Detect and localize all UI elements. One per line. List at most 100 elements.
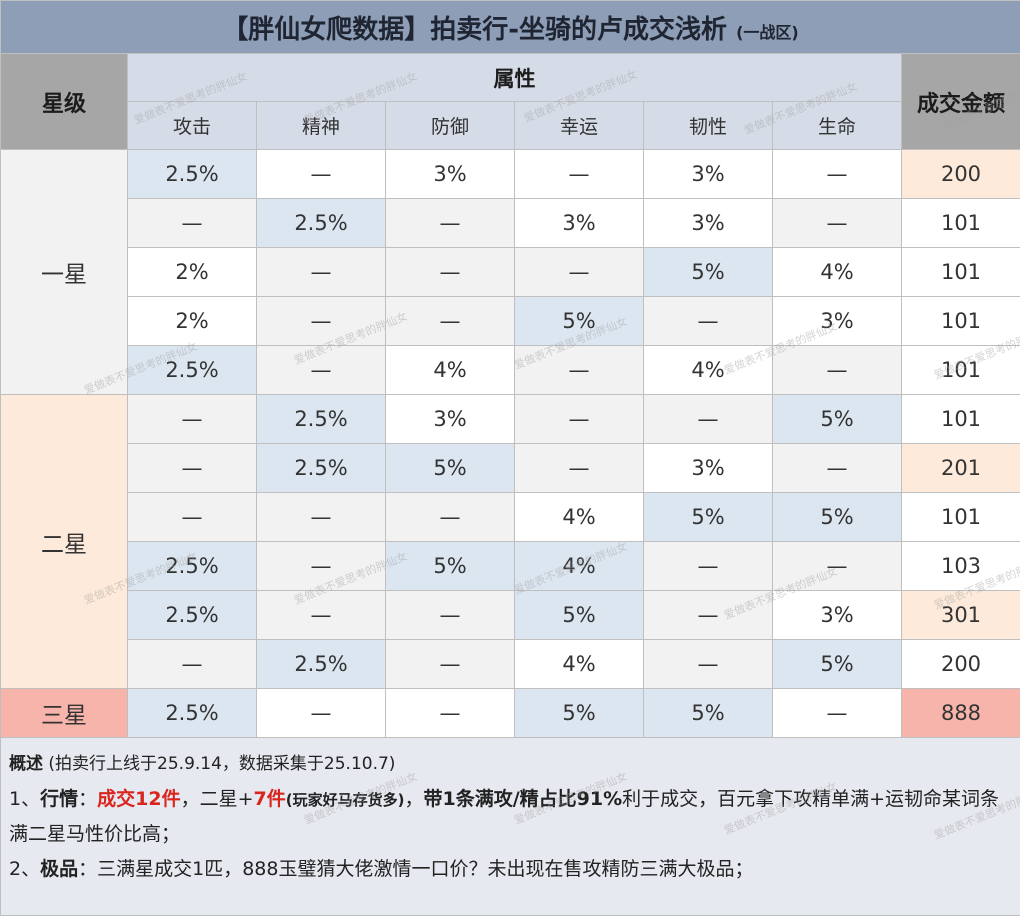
cell-luck: 4% [515,493,644,542]
line1-highlight: 带1条满攻/精占比91% [423,788,622,810]
cell-spirit: — [257,150,386,199]
header-col-luck: 幸运 [515,102,644,150]
cell-defense: 3% [386,150,515,199]
cell-defense: 3% [386,395,515,444]
line1-label: 行情 [40,788,78,810]
cell-life: — [773,542,902,591]
cell-amount: 101 [902,395,1020,444]
summary-heading: 概述 [9,754,43,774]
cell-defense: — [386,591,515,640]
cell-attack: — [128,199,257,248]
cell-amount: 888 [902,689,1020,738]
header-col-toughness: 韧性 [644,102,773,150]
header-attributes: 属性 [128,54,902,102]
cell-attack: — [128,640,257,689]
cell-luck: 4% [515,542,644,591]
table-row: —2.5%—4%—5%200 [1,640,1020,689]
cell-attack: 2.5% [128,689,257,738]
title-main: 【胖仙女爬数据】拍卖行-坐骑的卢成交浅析 [222,15,727,45]
cell-spirit: — [257,591,386,640]
cell-toughness: — [644,297,773,346]
line1-sep: ， [404,788,423,810]
star-label: 一星 [1,150,128,395]
cell-toughness: 5% [644,493,773,542]
cell-defense: — [386,199,515,248]
table-row: 2%———5%4%101 [1,248,1020,297]
cell-amount: 301 [902,591,1020,640]
cell-attack: 2.5% [128,150,257,199]
summary-heading-line: 概述 (拍卖行上线于25.9.14，数据采集于25.10.7) [9,746,1012,782]
line2-label: 极品 [40,858,78,880]
cell-attack: 2.5% [128,542,257,591]
table-title: 【胖仙女爬数据】拍卖行-坐骑的卢成交浅析 (一战区) [1,1,1020,54]
cell-life: 3% [773,297,902,346]
cell-attack: 2% [128,297,257,346]
cell-spirit: 2.5% [257,444,386,493]
header-col-attack: 攻击 [128,102,257,150]
cell-amount: 200 [902,150,1020,199]
cell-toughness: 5% [644,248,773,297]
table-row: 二星—2.5%3%——5%101 [1,395,1020,444]
star-label: 二星 [1,395,128,689]
cell-attack: 2.5% [128,346,257,395]
cell-defense: 4% [386,346,515,395]
header-star: 星级 [1,54,128,150]
line2-prefix: 2、 [9,858,40,880]
cell-toughness: 3% [644,444,773,493]
line2-rest: 三满星成交1匹，888玉璧猜大佬激情一口价？未出现在售攻精防三满大极品； [97,858,753,880]
table-row: 2.5%—4%—4%—101 [1,346,1020,395]
cell-luck: — [515,395,644,444]
cell-life: 4% [773,248,902,297]
line1-prefix: 1、 [9,788,40,810]
cell-toughness: 3% [644,199,773,248]
cell-spirit: — [257,346,386,395]
cell-life: 5% [773,493,902,542]
line1-deal: 成交12件 [97,788,180,810]
line1-count: 7件 [254,788,286,810]
cell-amount: 201 [902,444,1020,493]
line1-mid: ，二星+ [181,788,254,810]
cell-defense: — [386,493,515,542]
table-row: 2%——5%—3%101 [1,297,1020,346]
cell-defense: — [386,297,515,346]
cell-amount: 101 [902,199,1020,248]
header-amount: 成交金额 [902,54,1020,150]
cell-spirit: 2.5% [257,640,386,689]
cell-spirit: — [257,689,386,738]
cell-defense: 5% [386,542,515,591]
cell-attack: — [128,444,257,493]
cell-spirit: 2.5% [257,395,386,444]
cell-luck: 5% [515,591,644,640]
title-sub: (一战区) [736,23,799,42]
star-label: 三星 [1,689,128,738]
cell-amount: 101 [902,297,1020,346]
cell-luck: — [515,346,644,395]
table-row: —2.5%5%—3%—201 [1,444,1020,493]
cell-life: — [773,346,902,395]
cell-attack: — [128,493,257,542]
cell-amount: 200 [902,640,1020,689]
table-row: 2.5%——5%—3%301 [1,591,1020,640]
cell-attack: — [128,395,257,444]
cell-toughness: 4% [644,346,773,395]
cell-toughness: — [644,542,773,591]
cell-defense: — [386,640,515,689]
cell-amount: 101 [902,493,1020,542]
cell-attack: 2% [128,248,257,297]
cell-amount: 101 [902,248,1020,297]
cell-luck: 3% [515,199,644,248]
cell-toughness: — [644,591,773,640]
cell-amount: 103 [902,542,1020,591]
table-row: —2.5%—3%3%—101 [1,199,1020,248]
header-col-defense: 防御 [386,102,515,150]
cell-spirit: — [257,297,386,346]
header-col-spirit: 精神 [257,102,386,150]
cell-toughness: 5% [644,689,773,738]
summary-heading-note: (拍卖行上线于25.9.14，数据采集于25.10.7) [48,754,395,774]
cell-toughness: 3% [644,150,773,199]
cell-toughness: — [644,640,773,689]
